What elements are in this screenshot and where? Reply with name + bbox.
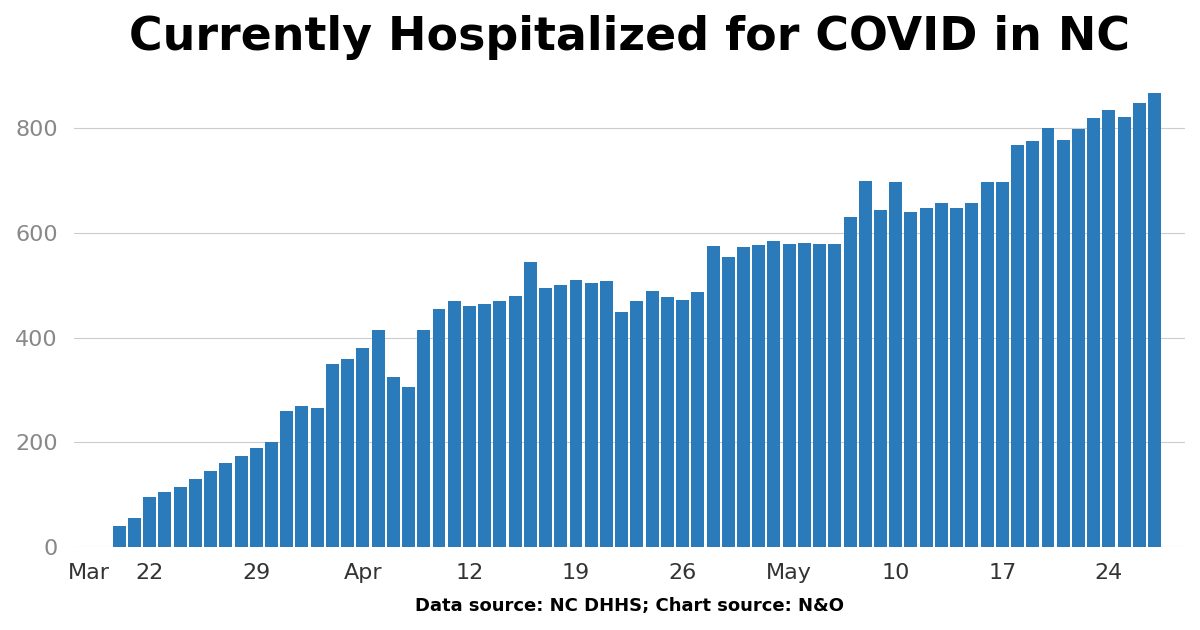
Bar <box>996 182 1009 547</box>
Bar <box>616 312 628 547</box>
Bar <box>1087 118 1100 547</box>
Bar <box>386 377 400 547</box>
Bar <box>158 492 172 547</box>
Bar <box>814 244 826 547</box>
Bar <box>768 241 780 547</box>
Bar <box>859 181 871 547</box>
Bar <box>752 245 766 547</box>
Bar <box>539 288 552 547</box>
Bar <box>372 330 384 547</box>
Bar <box>646 290 659 547</box>
Bar <box>493 301 506 547</box>
Bar <box>1012 145 1024 547</box>
Bar <box>570 280 582 547</box>
Bar <box>661 297 674 547</box>
Bar <box>798 243 811 547</box>
Bar <box>509 296 522 547</box>
Bar <box>554 285 568 547</box>
Bar <box>234 455 247 547</box>
Bar <box>844 217 857 547</box>
Bar <box>204 471 217 547</box>
Bar <box>782 244 796 547</box>
Bar <box>676 299 689 547</box>
Bar <box>478 304 491 547</box>
Bar <box>980 182 994 547</box>
Bar <box>874 210 887 547</box>
Bar <box>935 203 948 547</box>
Bar <box>295 406 308 547</box>
X-axis label: Data source: NC DHHS; Chart source: N&O: Data source: NC DHHS; Chart source: N&O <box>415 597 844 615</box>
Bar <box>828 244 841 547</box>
Bar <box>737 247 750 547</box>
Bar <box>265 442 278 547</box>
Bar <box>1042 129 1055 547</box>
Bar <box>311 408 324 547</box>
Bar <box>402 387 415 547</box>
Bar <box>965 203 978 547</box>
Bar <box>174 487 187 547</box>
Bar <box>250 448 263 547</box>
Bar <box>950 208 964 547</box>
Bar <box>1057 140 1069 547</box>
Bar <box>463 306 476 547</box>
Bar <box>113 526 126 547</box>
Bar <box>418 330 431 547</box>
Bar <box>600 281 613 547</box>
Bar <box>1072 129 1085 547</box>
Bar <box>326 364 338 547</box>
Bar <box>220 464 233 547</box>
Bar <box>919 208 932 547</box>
Bar <box>341 358 354 547</box>
Bar <box>707 246 720 547</box>
Bar <box>1133 103 1146 547</box>
Bar <box>889 182 902 547</box>
Bar <box>1117 117 1130 547</box>
Bar <box>1103 110 1115 547</box>
Bar <box>143 498 156 547</box>
Bar <box>188 479 202 547</box>
Bar <box>1026 142 1039 547</box>
Bar <box>128 518 140 547</box>
Bar <box>691 292 704 547</box>
Bar <box>630 301 643 547</box>
Bar <box>448 301 461 547</box>
Bar <box>432 309 445 547</box>
Bar <box>281 411 293 547</box>
Bar <box>721 256 734 547</box>
Title: Currently Hospitalized for COVID in NC: Currently Hospitalized for COVID in NC <box>128 15 1129 60</box>
Bar <box>1148 93 1162 547</box>
Bar <box>584 283 598 547</box>
Bar <box>356 348 370 547</box>
Bar <box>905 212 918 547</box>
Bar <box>524 262 536 547</box>
